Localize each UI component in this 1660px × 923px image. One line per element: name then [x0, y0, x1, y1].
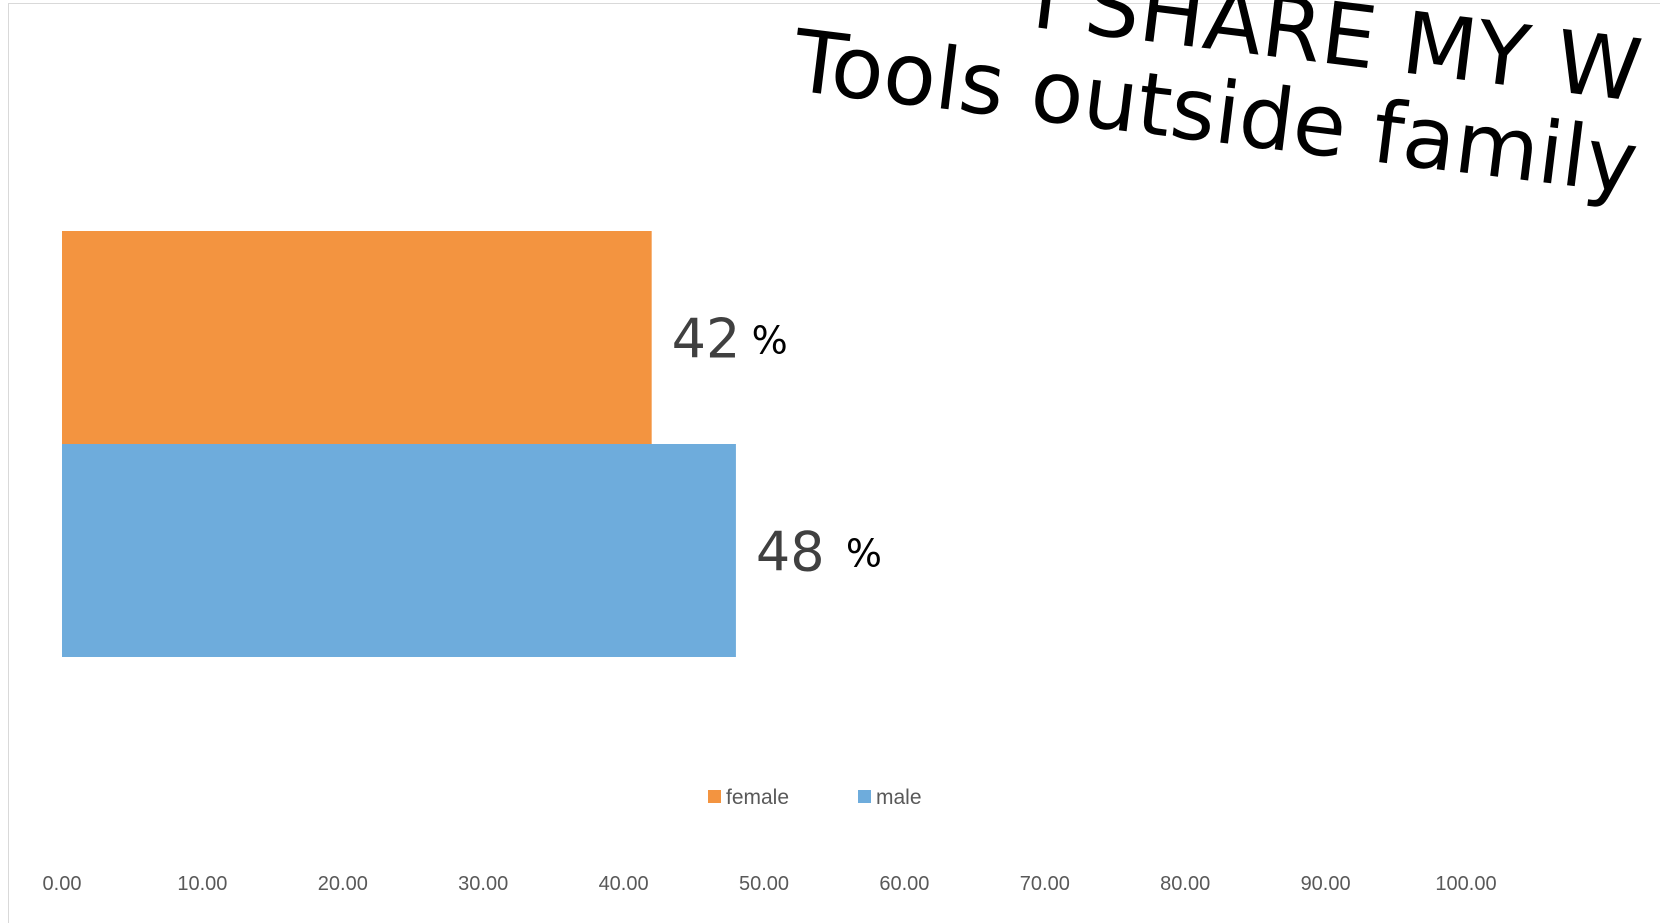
- legend-label-male: male: [876, 786, 922, 809]
- x-tick-label: 0.00: [43, 873, 82, 895]
- x-tick-label: 70.00: [1020, 873, 1070, 895]
- data-labels-layer: 42 % 48%: [672, 308, 882, 584]
- bar-male: [62, 444, 736, 657]
- data-label-female: 42: [672, 308, 741, 371]
- bars-layer: [62, 231, 736, 657]
- legend-label-female: female: [726, 786, 789, 809]
- x-tick-label: 100.00: [1435, 873, 1496, 895]
- x-tick-label: 60.00: [879, 873, 929, 895]
- bar-female: [62, 231, 652, 444]
- x-tick-label: 50.00: [739, 873, 789, 895]
- x-axis-tick-labels: 0.00 10.00 20.00 30.00 40.00 50.00 60.00 70.00 8…: [43, 873, 1497, 895]
- data-label-unit-female: %: [752, 319, 788, 363]
- x-tick-label: 10.00: [177, 873, 227, 895]
- x-tick-label: 80.00: [1160, 873, 1210, 895]
- legend: female male: [708, 786, 922, 809]
- legend-swatch-female: [708, 790, 721, 803]
- x-tick-label: 40.00: [599, 873, 649, 895]
- x-tick-label: 30.00: [458, 873, 508, 895]
- data-label-unit-male: %: [846, 532, 882, 576]
- chart-frame: [8, 3, 1660, 923]
- legend-swatch-male: [858, 790, 871, 803]
- data-label-male: 48: [756, 521, 825, 584]
- chart-title: I SHARE MY W Tools outside family: [787, 0, 1646, 214]
- x-tick-label: 20.00: [318, 873, 368, 895]
- x-tick-label: 90.00: [1301, 873, 1351, 895]
